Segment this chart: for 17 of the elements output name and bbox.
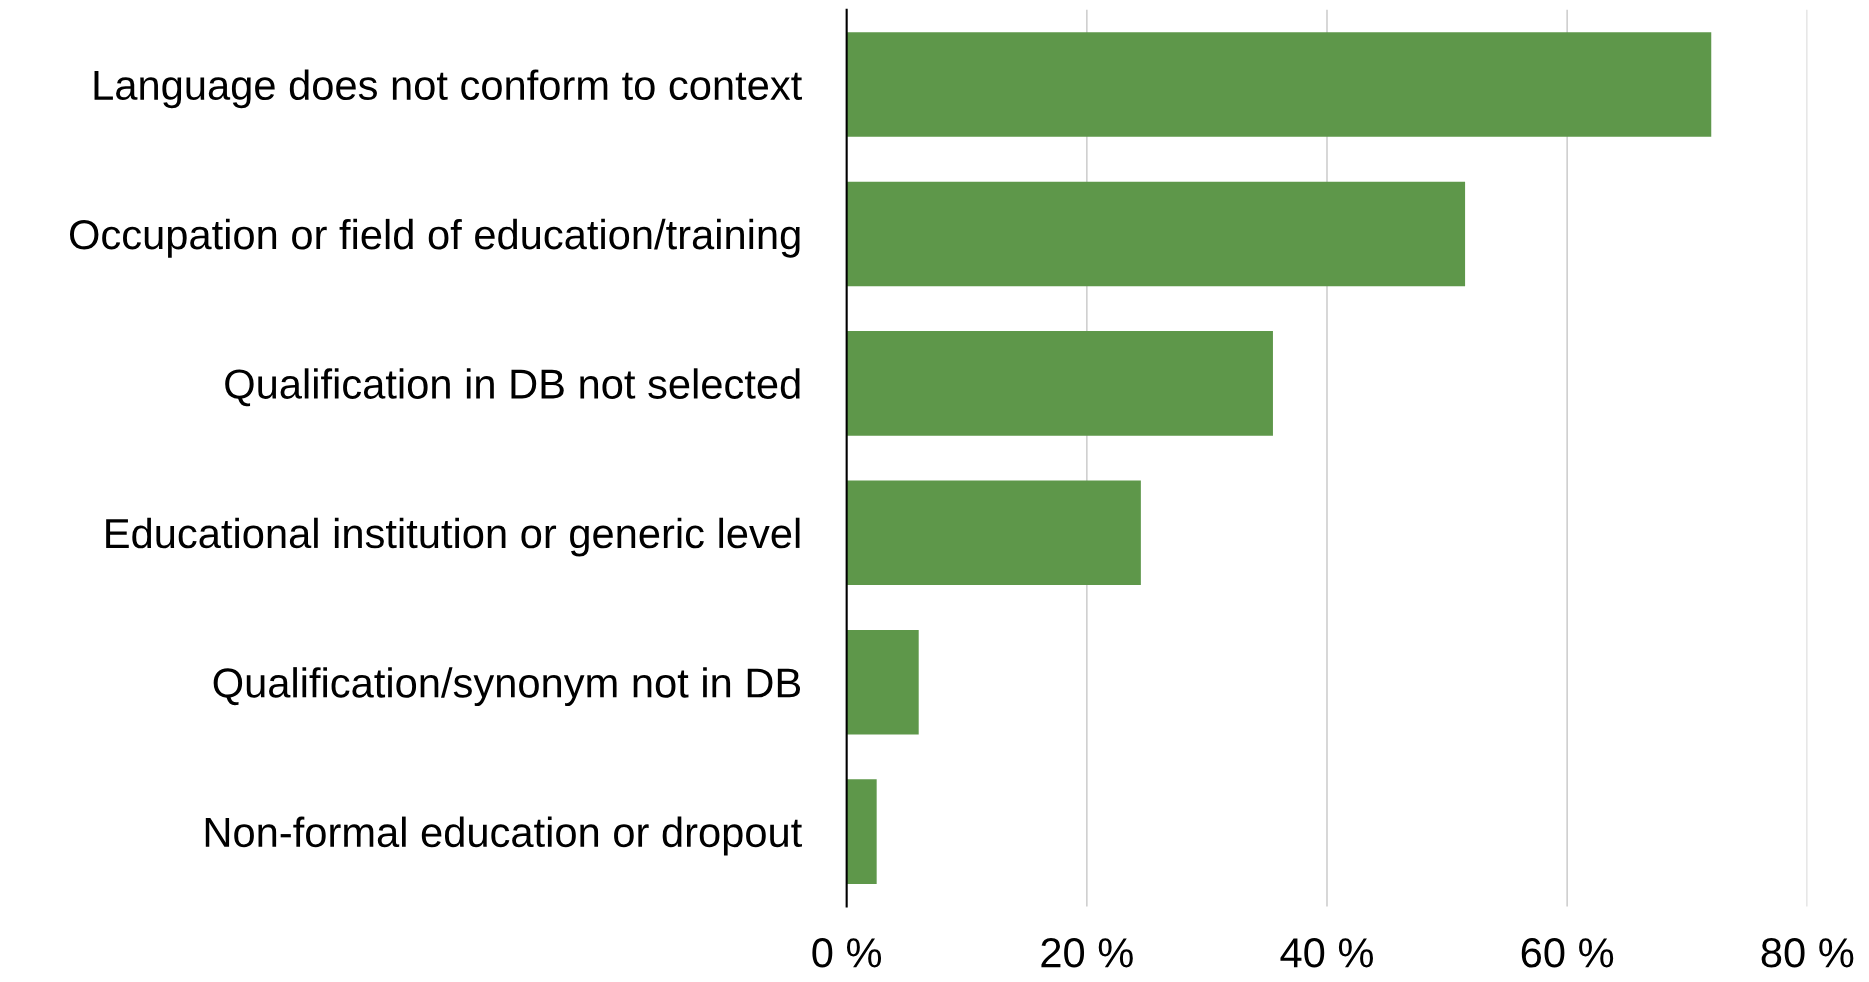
x-tick-label: 60 %: [1521, 938, 1614, 968]
y-tick-label: Educational institution or generic level: [106, 517, 800, 557]
bar: [846, 480, 1141, 586]
bar: [846, 331, 1273, 436]
bar: [846, 629, 919, 735]
x-tick-label: 0 %: [812, 938, 882, 968]
y-tick-label: Qualification/synonym not in DB: [213, 667, 801, 706]
x-tick-label: 40 %: [1280, 938, 1373, 968]
bar: [846, 32, 1712, 137]
y-tick-label: Language does not conform to context: [94, 69, 802, 109]
x-tick-label: 80 %: [1761, 938, 1854, 968]
bar: [846, 181, 1466, 287]
y-tick-label: Occupation or field of education/training: [69, 218, 800, 258]
y-tick-label: Qualification in DB not selected: [225, 368, 800, 407]
bar: [846, 779, 877, 884]
y-tick-label: Non-formal education or dropout: [205, 816, 802, 856]
x-tick-label: 20 %: [1041, 938, 1133, 968]
